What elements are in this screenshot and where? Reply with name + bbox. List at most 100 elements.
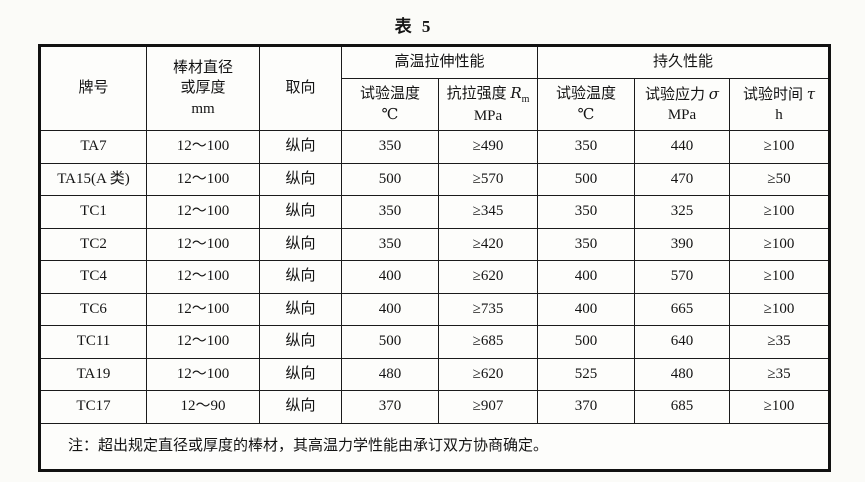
table-cell: TC11 xyxy=(39,325,147,359)
table-cell: 350 xyxy=(341,227,439,261)
header-diameter: 棒材直径 或厚度 mm xyxy=(146,45,260,131)
table-cell: 纵向 xyxy=(259,325,342,359)
table-header: 牌号 棒材直径 或厚度 mm 取向 高温拉伸性能 持久性能 试验温度 ℃ 抗拉强… xyxy=(39,45,831,131)
table-cell: 12～100 xyxy=(146,325,260,359)
table-cell: 纵向 xyxy=(259,390,342,424)
table-cell: 12～100 xyxy=(146,227,260,261)
symbol-Rm: R xyxy=(510,83,522,102)
header-test-time: 试验时间 τ h xyxy=(729,78,831,131)
header-tensile-strength-label: 抗拉强度 xyxy=(446,85,511,102)
table-cell: 350 xyxy=(537,227,636,261)
symbol-Rm-subscript: m xyxy=(521,93,530,105)
table-row: TC6 12～100 纵向 400 ≥735 400 665 ≥100 xyxy=(39,292,831,326)
table-cell: TC1 xyxy=(39,195,147,229)
table-cell: 350 xyxy=(341,195,439,229)
header-diameter-line2: 或厚度 xyxy=(180,80,226,97)
header-tensile-strength-name: 抗拉强度 Rm xyxy=(441,83,535,107)
table-cell: ≥620 xyxy=(437,260,539,294)
table-body: TA7 12～100 纵向 350 ≥490 350 440 ≥100 TA15(A 类) 12～… xyxy=(39,130,831,424)
header-tensile-test-temp: 试验温度 ℃ xyxy=(341,78,439,131)
table-cell: ≥570 xyxy=(437,162,539,196)
table-row: TC1 12～100 纵向 350 ≥345 350 325 ≥100 xyxy=(39,195,831,229)
table-cell: 12～100 xyxy=(146,260,260,294)
table-cell: 12～100 xyxy=(146,357,260,391)
table-cell: 390 xyxy=(634,227,731,261)
table-cell: ≥50 xyxy=(729,162,831,196)
table-cell: 370 xyxy=(537,390,636,424)
header-endurance-test-temp-name: 试验温度 xyxy=(556,86,617,103)
table-cell: ≥100 xyxy=(729,195,831,229)
table-cell: 440 xyxy=(634,130,731,164)
symbol-sigma: σ xyxy=(708,84,720,103)
header-group-tensile: 高温拉伸性能 xyxy=(340,45,539,79)
table-row: TC17 12～90 纵向 370 ≥907 370 685 ≥100 xyxy=(39,390,831,424)
table-cell: 500 xyxy=(341,325,439,359)
table-cell: 12～90 xyxy=(146,390,260,424)
table-cell: 纵向 xyxy=(259,292,342,326)
table-cell: 12～100 xyxy=(146,130,260,164)
table-cell: 400 xyxy=(537,292,636,326)
table-cell: ≥35 xyxy=(729,325,831,359)
table-cell: 12～100 xyxy=(146,292,260,326)
table-cell: TC4 xyxy=(39,260,147,294)
table-cell: ≥100 xyxy=(729,390,831,424)
table-cell: 12～100 xyxy=(146,195,260,229)
table-cell: ≥100 xyxy=(729,260,831,294)
table-cell: 纵向 xyxy=(259,357,342,391)
table-cell: ≥345 xyxy=(437,195,539,229)
header-endurance-test-temp-unit: ℃ xyxy=(577,106,595,123)
header-orientation: 取向 xyxy=(259,45,342,131)
table-cell: 500 xyxy=(537,325,636,359)
table-cell: ≥100 xyxy=(729,227,831,261)
table-cell: 500 xyxy=(341,162,439,196)
table-cell: 400 xyxy=(341,292,439,326)
header-tensile-strength-unit: MPa xyxy=(473,108,503,125)
table-cell: 400 xyxy=(537,260,636,294)
table-cell: ≥100 xyxy=(729,130,831,164)
table-cell: TC17 xyxy=(39,390,147,424)
table-cell: ≥35 xyxy=(729,357,831,391)
table-cell: TC6 xyxy=(39,292,147,326)
header-test-stress-label: 试验应力 xyxy=(645,86,709,103)
table-cell: 480 xyxy=(634,357,731,391)
table-cell: ≥735 xyxy=(437,292,539,326)
header-tensile-test-temp-unit: ℃ xyxy=(381,106,399,123)
table-cell: 640 xyxy=(634,325,731,359)
table-cell: ≥420 xyxy=(437,227,539,261)
table-row: TC2 12～100 纵向 350 ≥420 350 390 ≥100 xyxy=(39,227,831,261)
table-row: TA19 12～100 纵向 480 ≥620 525 480 ≥35 xyxy=(39,357,831,391)
table-cell: 400 xyxy=(341,260,439,294)
header-endurance-test-temp: 试验温度 ℃ xyxy=(537,78,636,131)
header-tensile-test-temp-name: 试验温度 xyxy=(359,86,420,103)
table-cell: 470 xyxy=(634,162,731,196)
table-cell: 350 xyxy=(537,195,636,229)
note-row: 注：超出规定直径或厚度的棒材，其高温力学性能由承订双方协商确定。 xyxy=(38,422,831,471)
header-group-row: 牌号 棒材直径 或厚度 mm 取向 高温拉伸性能 持久性能 xyxy=(39,45,831,131)
header-test-time-label: 试验时间 xyxy=(742,86,807,103)
table-cell: ≥907 xyxy=(437,390,539,424)
table-cell: 525 xyxy=(537,357,636,391)
header-test-time-name: 试验时间 τ xyxy=(732,84,826,105)
table-cell: 350 xyxy=(537,130,636,164)
table-cell: 370 xyxy=(341,390,439,424)
table-cell: TC2 xyxy=(39,227,147,261)
table-cell: TA19 xyxy=(39,357,147,391)
table-row: TA7 12～100 纵向 350 ≥490 350 440 ≥100 xyxy=(39,130,831,164)
table-row: TA15(A 类) 12～100 纵向 500 ≥570 500 470 ≥50 xyxy=(39,162,831,196)
table-cell: 纵向 xyxy=(259,130,342,164)
table-footer: 注：超出规定直径或厚度的棒材，其高温力学性能由承订双方协商确定。 xyxy=(38,422,831,471)
table-cell: 685 xyxy=(634,390,731,424)
table-cell: 纵向 xyxy=(259,260,342,294)
header-test-stress-unit: MPa xyxy=(667,107,697,123)
symbol-tau: τ xyxy=(806,84,816,103)
table-cell: 纵向 xyxy=(259,162,342,196)
table-cell: 12～100 xyxy=(146,162,260,196)
table-row: TC11 12～100 纵向 500 ≥685 500 640 ≥35 xyxy=(39,325,831,359)
table-cell: ≥620 xyxy=(437,357,539,391)
table-cell: TA7 xyxy=(39,130,147,164)
header-test-time-unit: h xyxy=(775,107,783,123)
table-cell: 480 xyxy=(341,357,439,391)
table-row: TC4 12～100 纵向 400 ≥620 400 570 ≥100 xyxy=(39,260,831,294)
header-grade: 牌号 xyxy=(39,45,147,131)
